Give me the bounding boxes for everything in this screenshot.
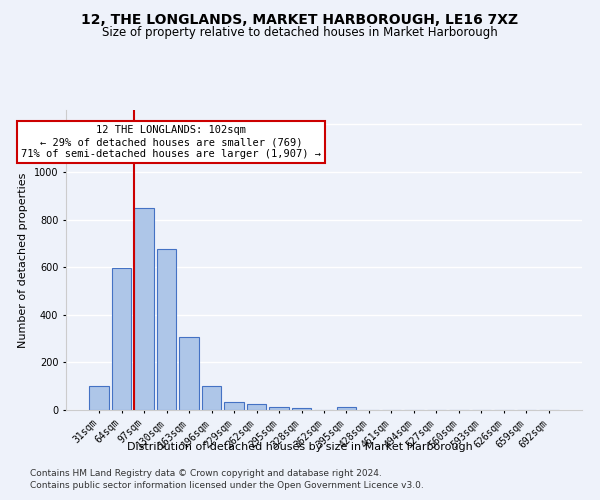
Text: Contains HM Land Registry data © Crown copyright and database right 2024.: Contains HM Land Registry data © Crown c… — [30, 468, 382, 477]
Bar — [269, 407, 289, 410]
Text: Size of property relative to detached houses in Market Harborough: Size of property relative to detached ho… — [102, 26, 498, 39]
Bar — [179, 338, 199, 410]
Text: Distribution of detached houses by size in Market Harborough: Distribution of detached houses by size … — [127, 442, 473, 452]
Bar — [134, 208, 154, 410]
Bar — [337, 407, 356, 410]
Bar — [202, 386, 221, 410]
Bar — [224, 402, 244, 410]
Bar — [112, 268, 131, 410]
Bar — [157, 248, 176, 410]
Text: 12, THE LONGLANDS, MARKET HARBOROUGH, LE16 7XZ: 12, THE LONGLANDS, MARKET HARBOROUGH, LE… — [82, 12, 518, 26]
Bar — [89, 386, 109, 410]
Bar — [247, 404, 266, 410]
Bar — [292, 408, 311, 410]
Y-axis label: Number of detached properties: Number of detached properties — [18, 172, 28, 348]
Text: 12 THE LONGLANDS: 102sqm
← 29% of detached houses are smaller (769)
71% of semi-: 12 THE LONGLANDS: 102sqm ← 29% of detach… — [21, 126, 321, 158]
Text: Contains public sector information licensed under the Open Government Licence v3: Contains public sector information licen… — [30, 481, 424, 490]
